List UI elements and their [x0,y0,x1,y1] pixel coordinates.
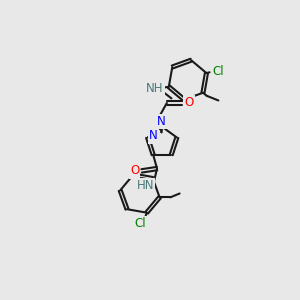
Text: N: N [149,130,158,142]
Text: O: O [130,164,139,177]
Text: O: O [184,97,194,110]
Text: Cl: Cl [135,217,146,230]
Text: N: N [157,115,166,128]
Text: Cl: Cl [212,65,224,78]
Text: HN: HN [137,179,154,192]
Text: NH: NH [146,82,164,95]
